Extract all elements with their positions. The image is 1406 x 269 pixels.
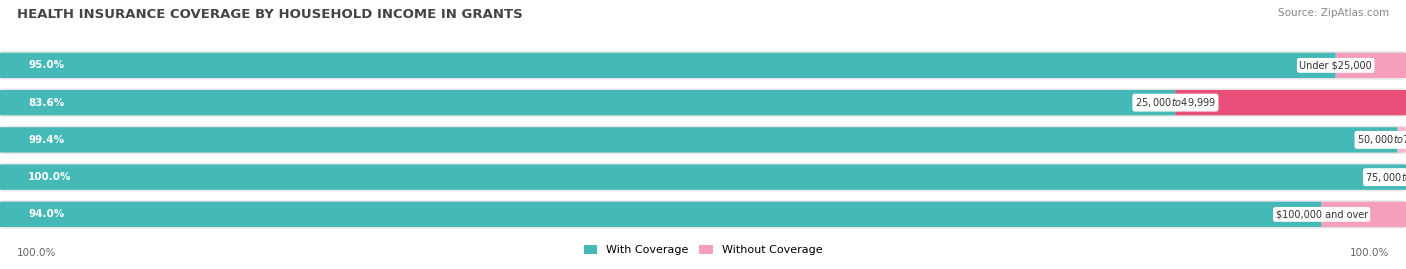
Text: Under $25,000: Under $25,000 — [1299, 60, 1372, 70]
Text: 95.0%: 95.0% — [28, 60, 65, 70]
FancyBboxPatch shape — [0, 53, 1336, 78]
Text: $100,000 and over: $100,000 and over — [1275, 209, 1368, 220]
Text: Source: ZipAtlas.com: Source: ZipAtlas.com — [1278, 8, 1389, 18]
Text: 100.0%: 100.0% — [17, 248, 56, 258]
Text: 94.0%: 94.0% — [28, 209, 65, 220]
Text: 83.6%: 83.6% — [28, 98, 65, 108]
Text: 99.4%: 99.4% — [28, 135, 65, 145]
FancyBboxPatch shape — [1398, 127, 1406, 153]
Text: $50,000 to $74,999: $50,000 to $74,999 — [1357, 133, 1406, 146]
Legend: With Coverage, Without Coverage: With Coverage, Without Coverage — [579, 240, 827, 260]
Text: 100.0%: 100.0% — [28, 172, 72, 182]
FancyBboxPatch shape — [0, 50, 1406, 81]
FancyBboxPatch shape — [1336, 53, 1406, 78]
Text: HEALTH INSURANCE COVERAGE BY HOUSEHOLD INCOME IN GRANTS: HEALTH INSURANCE COVERAGE BY HOUSEHOLD I… — [17, 8, 523, 21]
FancyBboxPatch shape — [0, 125, 1406, 155]
FancyBboxPatch shape — [0, 90, 1175, 115]
FancyBboxPatch shape — [0, 164, 1406, 190]
FancyBboxPatch shape — [0, 127, 1398, 153]
Text: 100.0%: 100.0% — [1350, 248, 1389, 258]
Text: $25,000 to $49,999: $25,000 to $49,999 — [1135, 96, 1216, 109]
FancyBboxPatch shape — [1322, 202, 1406, 227]
FancyBboxPatch shape — [0, 87, 1406, 118]
Text: $75,000 to $99,999: $75,000 to $99,999 — [1365, 171, 1406, 184]
FancyBboxPatch shape — [0, 202, 1322, 227]
FancyBboxPatch shape — [0, 199, 1406, 230]
FancyBboxPatch shape — [1175, 90, 1406, 115]
FancyBboxPatch shape — [0, 162, 1406, 192]
